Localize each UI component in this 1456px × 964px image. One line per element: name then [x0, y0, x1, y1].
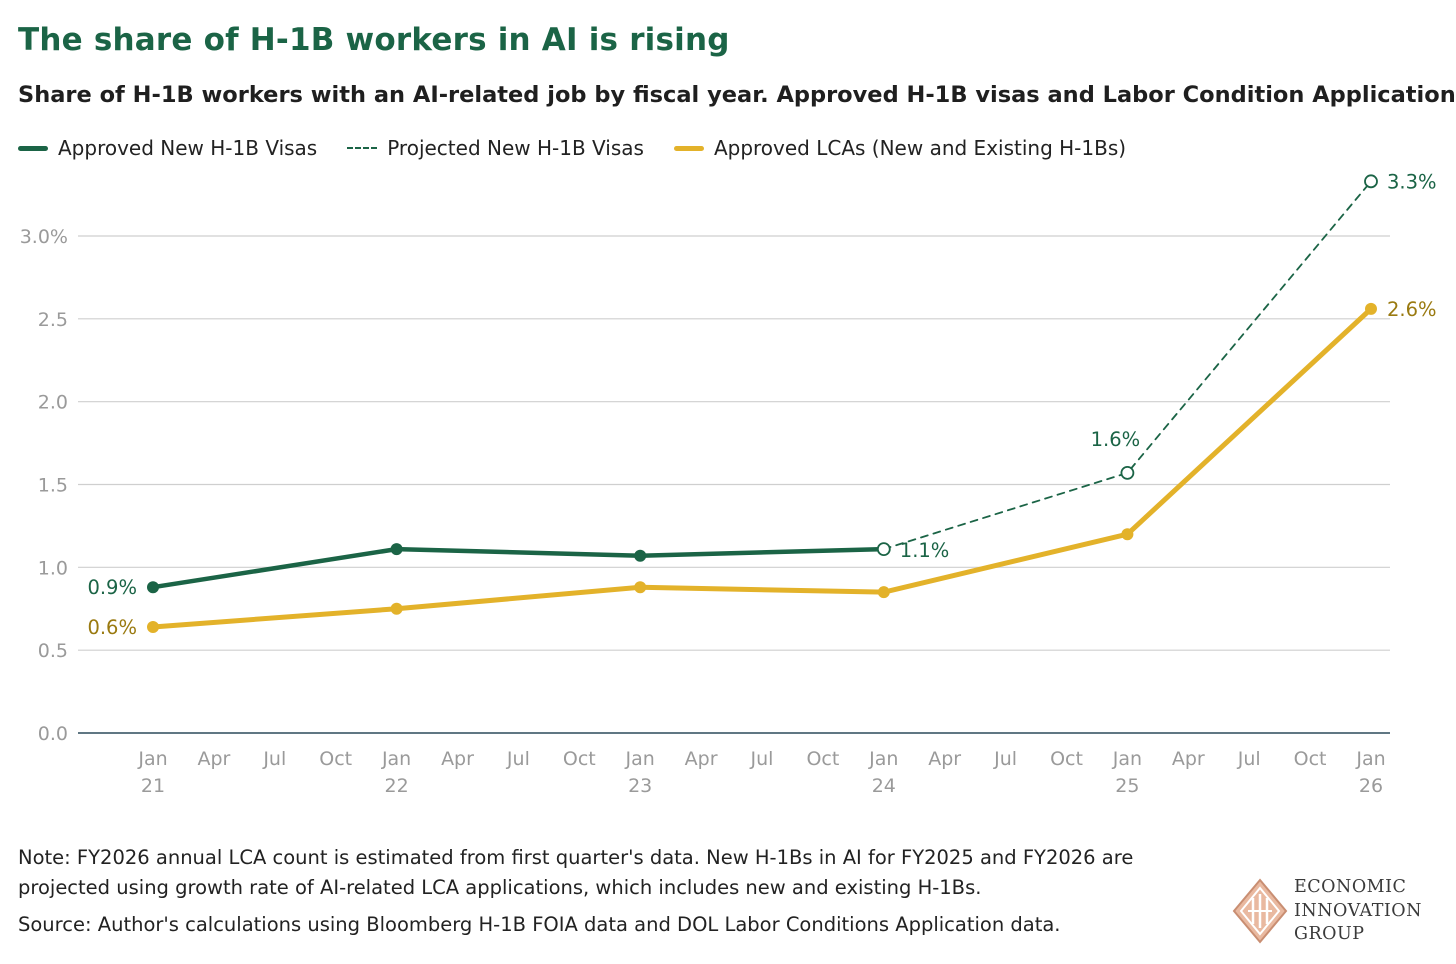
- data-point-approved: [390, 543, 403, 556]
- y-tick-label: 0.5: [38, 640, 68, 662]
- y-tick-label: 2.5: [38, 309, 68, 331]
- x-tick-label: Jan: [381, 748, 411, 770]
- x-tick-label: Jul: [1237, 748, 1261, 770]
- logo-text-line2: INNOVATION: [1294, 900, 1422, 921]
- x-tick-label: Oct: [1294, 748, 1327, 770]
- eig-logo: ECONOMIC INNOVATION GROUP: [1232, 876, 1447, 946]
- data-point-projected: [876, 542, 891, 557]
- legend: Approved New H-1B Visas Projected New H-…: [18, 134, 1156, 162]
- y-tick-label: 1.5: [38, 475, 68, 497]
- data-point-lca: [1365, 302, 1377, 315]
- x-tick-label: Oct: [563, 748, 596, 770]
- chart-subtitle: Share of H-1B workers with an AI-related…: [18, 82, 1456, 108]
- data-point-lca: [877, 586, 890, 599]
- data-point-lca: [147, 620, 159, 633]
- series-line-approved: [150, 546, 887, 590]
- legend-label: Projected New H-1B Visas: [387, 136, 644, 160]
- x-tick-label: Oct: [319, 748, 352, 770]
- legend-item-approved-new: Approved New H-1B Visas: [18, 136, 317, 160]
- chart-note: Note: FY2026 annual LCA count is estimat…: [18, 846, 1134, 899]
- x-tick-label: Jul: [506, 748, 530, 770]
- eig-logo-diamond-icon: [1232, 878, 1288, 944]
- x-tick-year-label: 22: [385, 775, 409, 797]
- y-tick-label: 0.0: [38, 723, 68, 745]
- x-tick-label: Jul: [750, 748, 774, 770]
- x-tick-label: Jul: [993, 748, 1017, 770]
- y-tick-label: 3.0%: [20, 226, 68, 248]
- x-tick-label: Apr: [441, 748, 474, 770]
- x-tick-year-label: 26: [1359, 775, 1383, 797]
- x-tick-label: Oct: [806, 748, 839, 770]
- legend-label: Approved LCAs (New and Existing H-1Bs): [713, 136, 1127, 160]
- data-label: 3.3%: [1387, 170, 1437, 193]
- x-tick-label: Apr: [1172, 748, 1205, 770]
- x-tick-label: Jan: [1355, 748, 1385, 770]
- chart-title: The share of H-1B workers in AI is risin…: [18, 22, 730, 58]
- data-point-lca: [634, 581, 647, 594]
- logo-text-line3: GROUP: [1294, 924, 1365, 944]
- x-tick-label: Jul: [262, 748, 286, 770]
- chart-source: Source: Author's calculations using Bloo…: [18, 913, 1061, 936]
- x-tick-label: Apr: [685, 748, 718, 770]
- data-point-approved: [147, 581, 159, 594]
- legend-swatch-solid-green: [18, 145, 48, 151]
- legend-label: Approved New H-1B Visas: [58, 136, 318, 160]
- x-tick-year-label: 24: [872, 775, 896, 797]
- data-label: 0.9%: [87, 576, 137, 599]
- data-point-projected: [1364, 174, 1378, 189]
- x-tick-label: Oct: [1050, 748, 1083, 770]
- series-line-projected: [882, 180, 1372, 551]
- y-tick-label: 2.0: [38, 392, 68, 414]
- logo-text-line1: ECONOMIC: [1294, 877, 1407, 897]
- x-tick-label: Apr: [197, 748, 230, 770]
- legend-swatch-dashed-green: [347, 147, 378, 149]
- x-tick-year-label: 21: [141, 775, 165, 797]
- legend-swatch-solid-gold: [673, 145, 704, 151]
- x-tick-label: Jan: [137, 748, 167, 770]
- legend-item-approved-lcas: Approved LCAs (New and Existing H-1Bs): [673, 136, 1127, 160]
- data-label: 0.6%: [87, 616, 137, 639]
- x-tick-label: Jan: [625, 748, 655, 770]
- x-tick-label: Jan: [1112, 748, 1142, 770]
- y-tick-label: 1.0: [38, 557, 68, 579]
- x-tick-label: Jan: [868, 748, 898, 770]
- data-point-approved: [634, 549, 647, 562]
- data-point-projected: [1120, 466, 1135, 480]
- x-tick-year-label: 23: [628, 775, 652, 797]
- data-point-lca: [1121, 528, 1134, 541]
- data-label: 1.6%: [1091, 428, 1141, 451]
- data-point-lca: [390, 602, 403, 615]
- x-tick-year-label: 25: [1115, 775, 1139, 797]
- data-label: 1.1%: [900, 539, 950, 562]
- series-line-lca: [150, 306, 1374, 630]
- legend-item-projected-new: Projected New H-1B Visas: [347, 136, 644, 160]
- data-label: 2.6%: [1387, 298, 1437, 321]
- line-chart: 0.0 0.5 1.0 1.5 2.0 2.5 3.0% Jan 21 Apr Jul Oct Jan 2…: [20, 170, 1437, 797]
- x-tick-label: Apr: [928, 748, 961, 770]
